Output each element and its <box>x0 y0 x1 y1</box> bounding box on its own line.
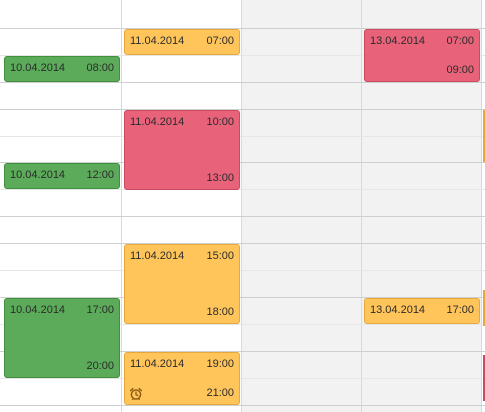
event-start-time: 10:00 <box>206 116 234 128</box>
next-day-event-edge[interactable] <box>483 110 485 162</box>
hour-gridline <box>0 243 485 244</box>
event-end-time: 09:00 <box>446 64 474 76</box>
half-hour-gridline <box>0 55 485 56</box>
calendar-event[interactable]: 10.04.2014 17:00 20:00 <box>4 298 120 378</box>
event-start-time: 17:00 <box>446 304 474 316</box>
day-column-11-04[interactable] <box>121 0 241 412</box>
event-end-time: 20:00 <box>86 360 114 372</box>
calendar-event[interactable]: 13.04.2014 17:00 <box>364 298 480 324</box>
event-date: 11.04.2014 <box>130 250 185 262</box>
calendar-event[interactable]: 11.04.2014 15:00 18:00 <box>124 244 240 324</box>
hour-gridline <box>0 82 485 83</box>
hour-gridline <box>0 216 485 217</box>
event-date: 10.04.2014 <box>10 62 66 74</box>
event-date: 11.04.2014 <box>130 116 185 128</box>
hour-gridline <box>0 28 485 29</box>
calendar-event[interactable]: 10.04.2014 08:00 <box>4 56 120 82</box>
calendar-event[interactable]: 13.04.2014 07:00 09:00 <box>364 29 480 82</box>
event-date: 11.04.2014 <box>130 358 185 370</box>
event-start-time: 15:00 <box>206 250 234 262</box>
calendar-event[interactable]: 11.04.2014 07:00 <box>124 29 240 55</box>
next-day-event-edge[interactable] <box>483 290 485 326</box>
day-column-12-04[interactable] <box>241 0 361 412</box>
event-date: 10.04.2014 <box>10 304 66 316</box>
half-hour-gridline <box>0 136 485 137</box>
event-start-time: 07:00 <box>446 35 474 47</box>
event-date: 13.04.2014 <box>370 35 426 47</box>
half-hour-gridline <box>0 189 485 190</box>
day-column-14-04[interactable] <box>481 0 485 412</box>
event-end-time: 21:00 <box>206 387 234 399</box>
calendar-event[interactable]: 11.04.2014 10:00 13:00 <box>124 110 240 190</box>
hour-gridline <box>0 109 485 110</box>
half-hour-gridline <box>0 324 485 325</box>
event-start-time: 12:00 <box>86 169 114 181</box>
next-day-event-edge[interactable] <box>483 355 485 401</box>
hour-gridline <box>0 297 485 298</box>
alarm-clock-icon[interactable] <box>129 387 143 401</box>
hour-gridline <box>0 405 485 406</box>
event-date: 10.04.2014 <box>10 169 66 181</box>
event-start-time: 08:00 <box>86 62 114 74</box>
event-start-time: 07:00 <box>206 35 234 47</box>
event-date: 13.04.2014 <box>370 304 426 316</box>
event-start-time: 17:00 <box>86 304 114 316</box>
event-end-time: 13:00 <box>206 172 234 184</box>
event-date: 11.04.2014 <box>130 35 185 47</box>
hour-gridline <box>0 162 485 163</box>
hour-gridline <box>0 351 485 352</box>
half-hour-gridline <box>0 378 485 379</box>
calendar-event[interactable]: 11.04.2014 19:00 21:00 <box>124 352 240 405</box>
half-hour-gridline <box>0 270 485 271</box>
event-end-time: 18:00 <box>206 306 234 318</box>
calendar-event[interactable]: 10.04.2014 12:00 <box>4 163 120 189</box>
event-start-time: 19:00 <box>206 358 234 370</box>
